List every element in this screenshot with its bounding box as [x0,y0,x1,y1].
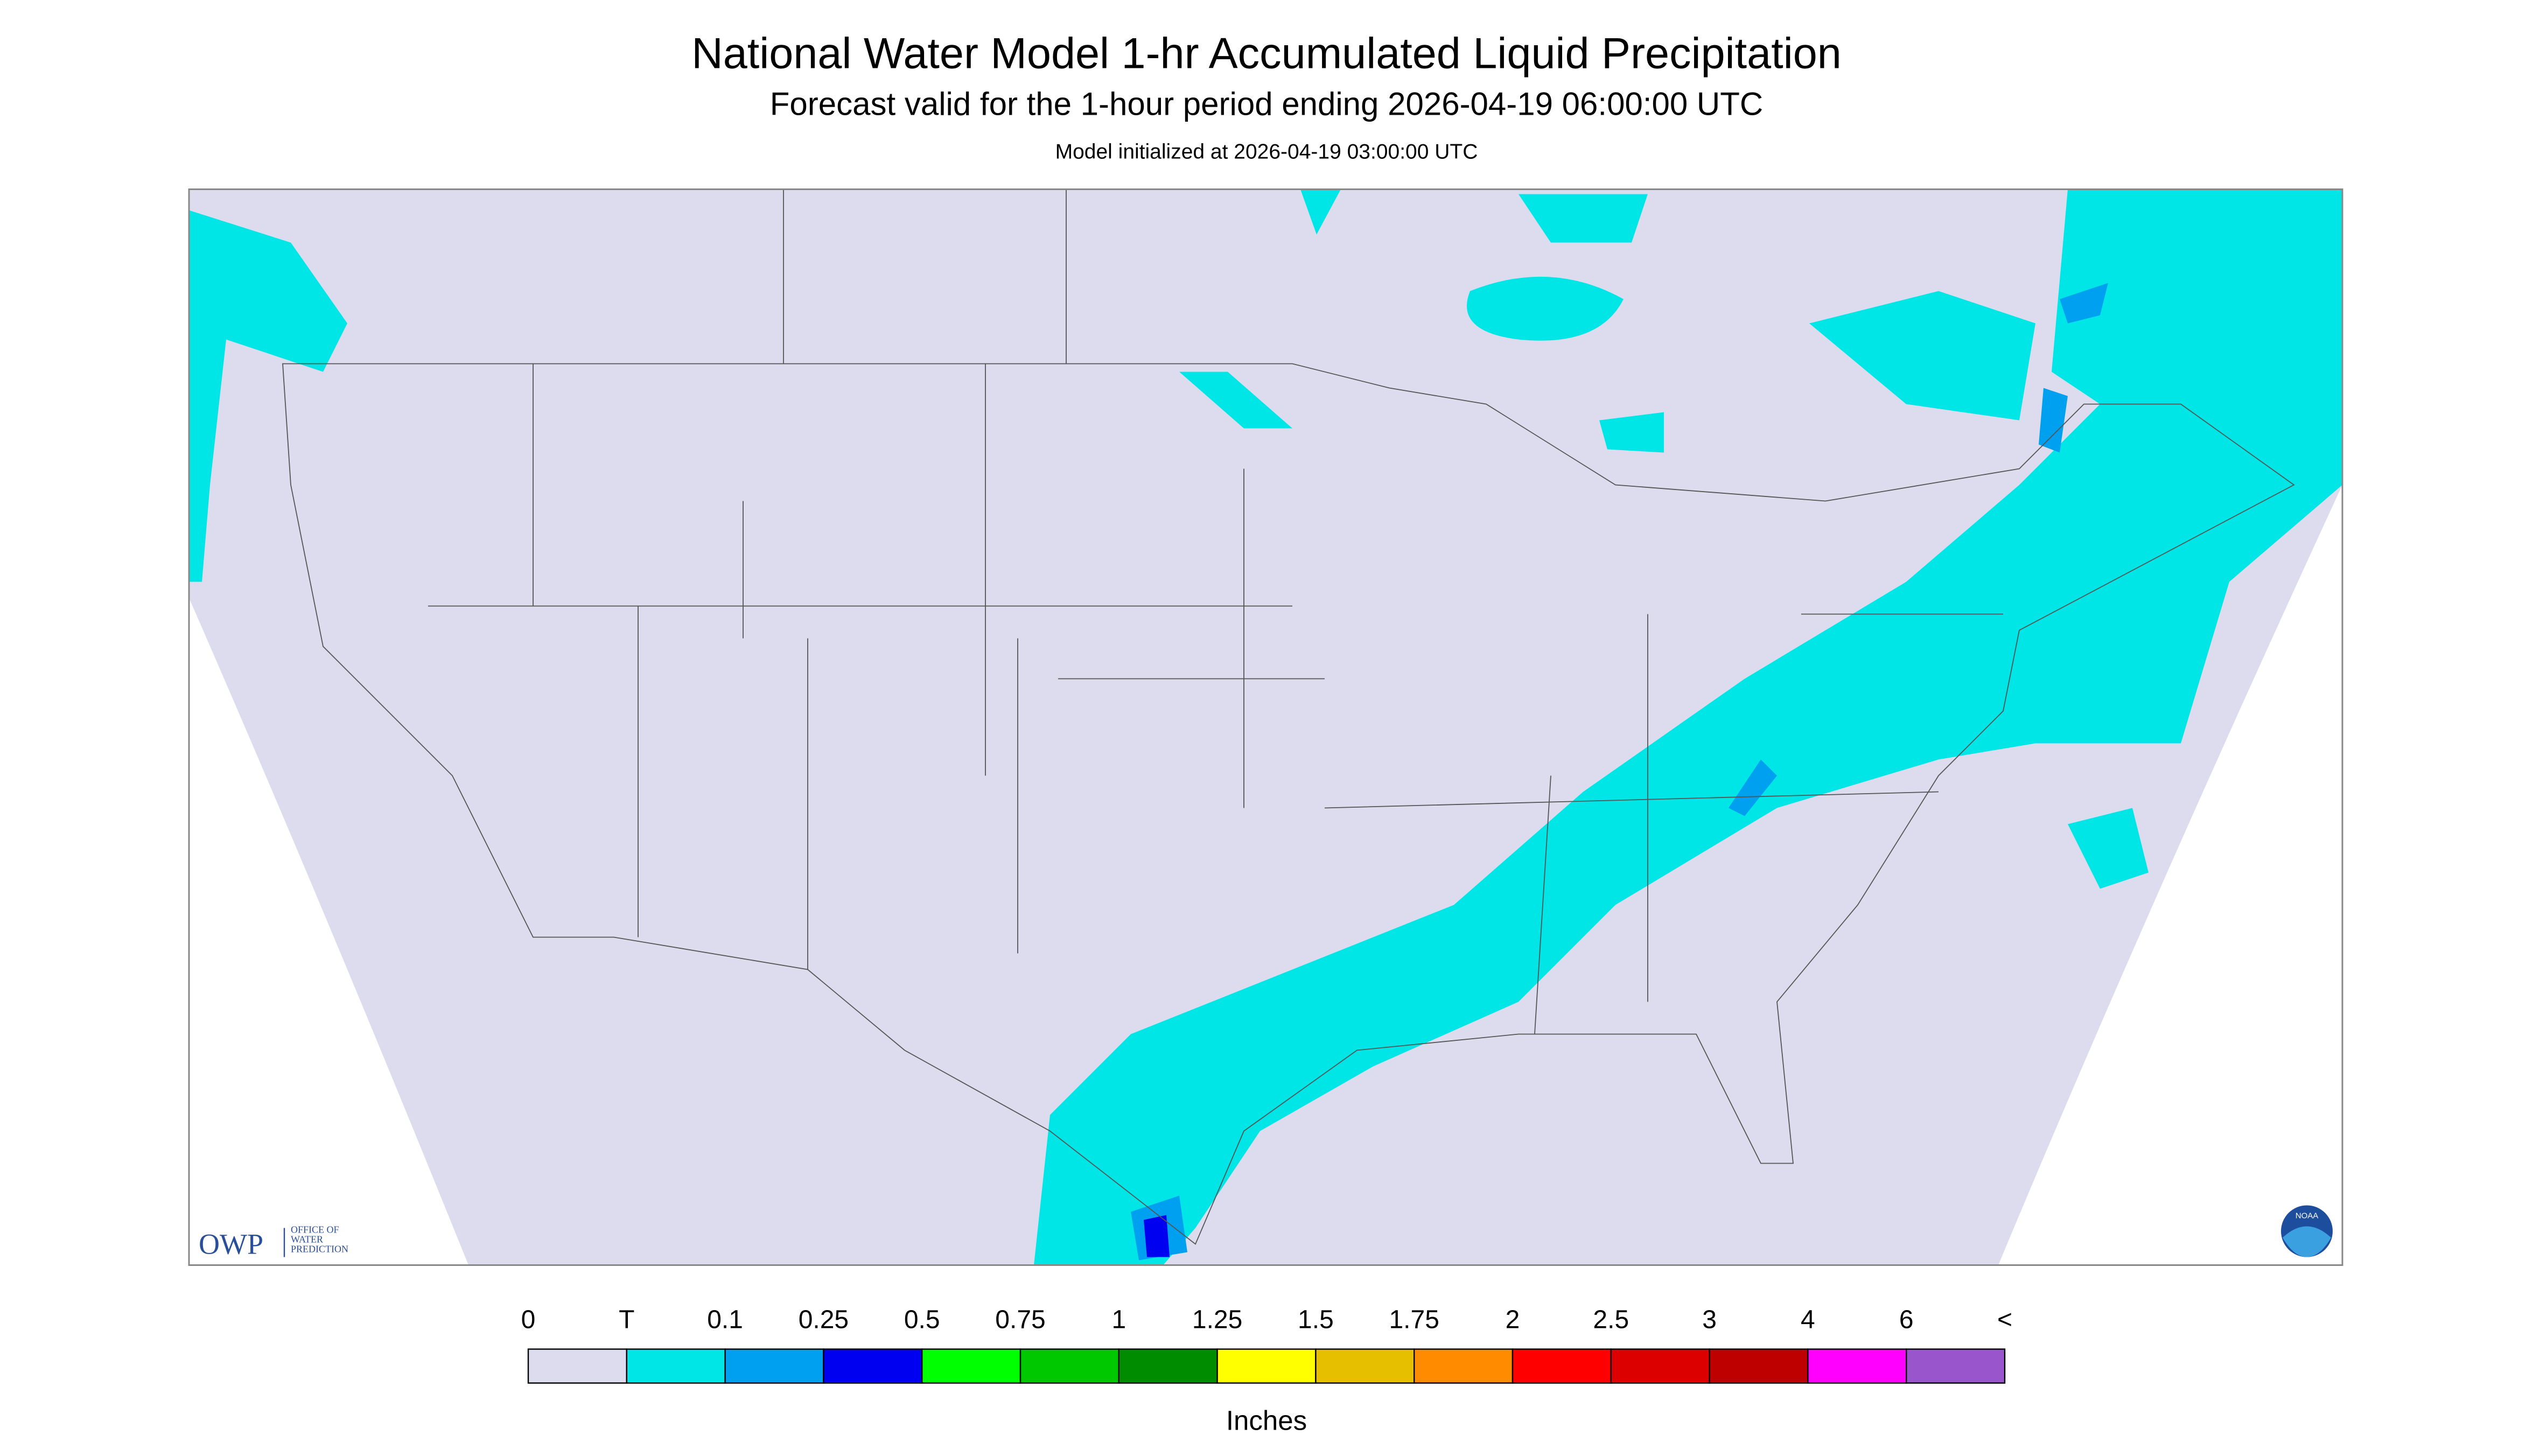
colorbar-box [1118,1348,1218,1384]
colorbar-box [823,1348,923,1384]
colorbar-box [1414,1348,1514,1384]
owp-logo: OWP [199,1228,263,1261]
subtitle: Forecast valid for the 1-hour period end… [770,86,1763,122]
colorbar-label: 2.5 [1593,1306,1629,1334]
colorbar: 0 T 0.1 0.25 0.5 0.75 1 1.25 1.5 1.75 2 2.5 3 4 6 < [521,1306,2012,1384]
colorbar-label: 0.1 [707,1306,743,1334]
colorbar-box [1216,1348,1317,1384]
colorbar-box [527,1348,628,1384]
colorbar-label: 1.75 [1389,1306,1439,1334]
colorbar-label: < [1997,1306,2012,1334]
title: National Water Model 1-hr Accumulated Li… [691,30,1842,78]
colorbar-unit: Inches [1226,1405,1307,1436]
colorbar-box [921,1348,1021,1384]
owp-logo-line: PREDICTION [291,1244,348,1255]
colorbar-box [626,1348,726,1384]
colorbar-label: T [619,1306,634,1334]
colorbar-label: 0.25 [799,1306,849,1334]
colorbar-box [1019,1348,1120,1384]
colorbar-box [1807,1348,1907,1384]
owp-logo-line: OFFICE OF [291,1224,339,1235]
colorbar-label: 1.5 [1298,1306,1334,1334]
colorbar-box [1709,1348,1809,1384]
colorbar-label: 0.75 [995,1306,1045,1334]
owp-logo-line: WATER [291,1234,323,1245]
colorbar-label: 1.25 [1192,1306,1242,1334]
colorbar-label: 4 [1801,1306,1815,1334]
colorbar-label: 6 [1899,1306,1914,1334]
colorbar-box [1905,1348,2006,1384]
colorbar-label: 2 [1506,1306,1520,1334]
colorbar-label: 3 [1702,1306,1717,1334]
colorbar-label: 0 [521,1306,536,1334]
colorbar-box [1512,1348,1612,1384]
init-note: Model initialized at 2026-04-19 03:00:00… [1055,141,1478,164]
colorbar-box [1610,1348,1710,1384]
colorbar-label: 1 [1111,1306,1126,1334]
colorbar-box [1315,1348,1415,1384]
colorbar-box [724,1348,824,1384]
map: OWP OFFICE OF WATER PREDICTION NOAA [188,188,2343,1266]
noaa-logo: NOAA [2296,1212,2319,1221]
colorbar-label: 0.5 [904,1306,940,1334]
owp-logo-text: OFFICE OF WATER PREDICTION [291,1224,348,1255]
